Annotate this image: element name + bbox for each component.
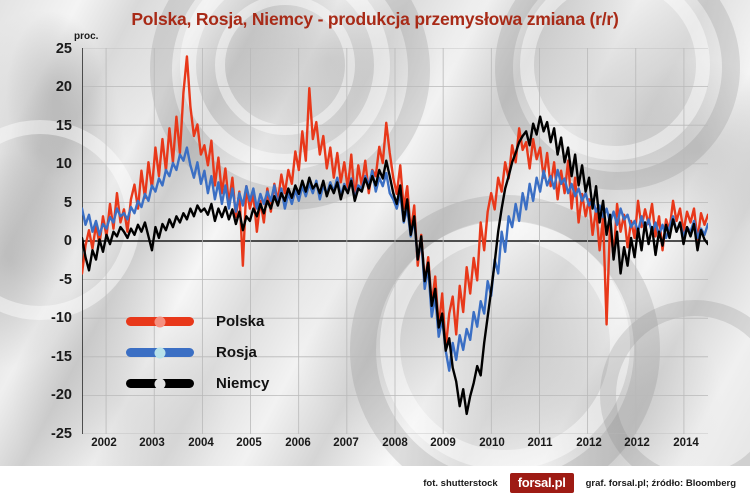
y-tick-label: -20: [51, 387, 72, 403]
x-tick-label: 2006: [285, 437, 311, 449]
x-tick-label: 2002: [91, 437, 117, 449]
legend-swatch-rosja: [126, 347, 194, 358]
x-tick-label: 2010: [479, 437, 505, 449]
legend-marker-rosja: [154, 347, 166, 358]
x-tick-label: 2003: [139, 437, 165, 449]
y-tick-label: 15: [55, 118, 72, 134]
chart-legend: Polska Rosja Niemcy: [126, 306, 269, 399]
page-title: Polska, Rosja, Niemcy - produkcja przemy…: [131, 9, 619, 29]
y-tick-label: -15: [51, 349, 72, 365]
legend-label-rosja: Rosja: [216, 344, 257, 361]
y-tick-label: -25: [51, 426, 72, 442]
legend-label-niemcy: Niemcy: [216, 375, 270, 392]
y-tick-label: 20: [55, 79, 72, 95]
y-tick-label: 10: [55, 156, 72, 172]
source-credit: graf. forsal.pl; źródło: Bloomberg: [585, 477, 736, 489]
photo-credit: fot. shutterstock: [423, 477, 498, 489]
y-tick-label: -10: [51, 310, 72, 326]
x-tick-label: 2012: [576, 437, 602, 449]
y-tick-label: -5: [59, 272, 72, 288]
x-tick-label: 2008: [382, 437, 408, 449]
x-tick-label: 2009: [430, 437, 456, 449]
footer-bar: fot. shutterstock forsal.pl graf. forsal…: [0, 466, 750, 500]
legend-label-polska: Polska: [216, 313, 265, 330]
x-tick-label: 2012: [624, 437, 650, 449]
y-axis-unit-label: proc.: [74, 31, 99, 42]
legend-item-polska[interactable]: Polska: [126, 306, 269, 337]
x-tick-label: 2005: [236, 437, 262, 449]
legend-marker-polska: [154, 316, 166, 327]
legend-item-niemcy[interactable]: Niemcy: [126, 368, 269, 399]
legend-swatch-niemcy: [126, 378, 194, 389]
x-tick-label: 2007: [333, 437, 359, 449]
legend-item-rosja[interactable]: Rosja: [126, 337, 269, 368]
forsal-logo[interactable]: forsal.pl: [509, 473, 574, 493]
y-tick-label: 5: [63, 195, 72, 211]
x-tick-label: 2011: [527, 437, 553, 449]
x-tick-label: 2014: [673, 437, 699, 449]
y-tick-label: 25: [55, 41, 72, 57]
legend-swatch-polska: [126, 316, 194, 327]
x-tick-label: 2004: [188, 437, 214, 449]
legend-marker-niemcy: [154, 378, 166, 389]
y-tick-label: 0: [63, 233, 72, 249]
